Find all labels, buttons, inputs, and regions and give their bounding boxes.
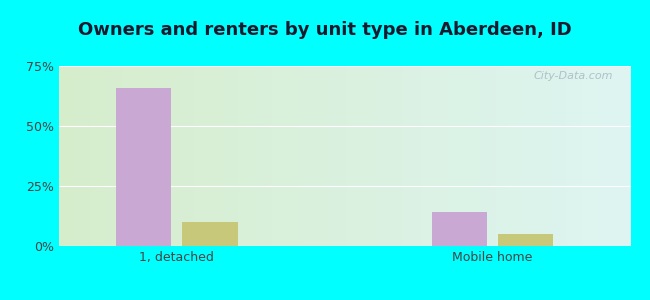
Text: Owners and renters by unit type in Aberdeen, ID: Owners and renters by unit type in Aberd…	[78, 21, 572, 39]
Text: City-Data.com: City-Data.com	[534, 71, 614, 81]
Bar	[432, 212, 487, 246]
Bar	[183, 222, 238, 246]
Bar	[498, 234, 553, 246]
Bar	[116, 88, 172, 246]
